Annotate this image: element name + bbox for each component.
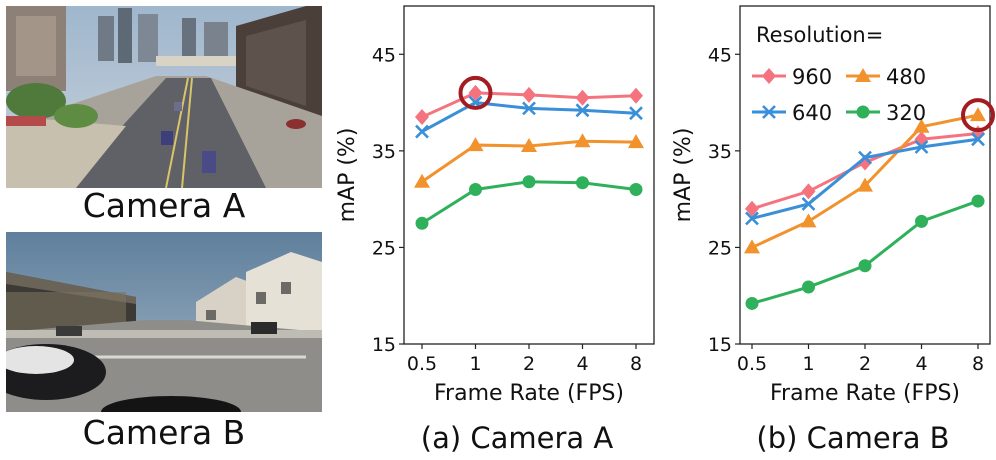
data-point-320 <box>858 259 872 273</box>
y-tick-label: 25 <box>708 237 732 259</box>
chart-caption: (b) Camera B <box>756 421 949 455</box>
chart-a-svg: 15 25 35 45 0.5 1 2 4 8 Frame Rate (FPS) mAP (%) (a… <box>335 5 655 455</box>
highlight-circle <box>458 75 493 110</box>
y-axis-label: mAP (%) <box>335 128 360 223</box>
data-point-640 <box>801 197 816 211</box>
data-point-480 <box>744 239 760 254</box>
legend-label-320: 320 <box>886 101 926 125</box>
y-tick-label: 45 <box>708 44 732 66</box>
data-point-320 <box>802 280 815 294</box>
data-point-320 <box>576 176 589 190</box>
data-point-960 <box>468 84 483 101</box>
highlight-circle <box>961 98 995 133</box>
y-tick-label: 45 <box>372 44 396 66</box>
chart-camera-a: 15 25 35 45 0.5 1 2 4 8 Frame Rate (FPS) mAP (%) (a… <box>330 0 660 456</box>
data-point-320 <box>971 194 985 208</box>
legend: Resolution= 960 480 640 320 <box>752 23 926 125</box>
x-tick-label: 4 <box>576 353 588 375</box>
data-point-480 <box>414 173 430 188</box>
data-point-960 <box>629 87 643 104</box>
legend-marker-960 <box>762 68 776 84</box>
data-point-640 <box>914 140 929 154</box>
legend-label-960: 960 <box>792 65 832 89</box>
legend-marker-480 <box>855 68 871 82</box>
series-960 <box>745 125 985 217</box>
data-point-480 <box>574 133 591 148</box>
plot-frame <box>739 5 991 345</box>
series-480 <box>744 107 986 254</box>
series-960 <box>415 84 643 126</box>
series-480 <box>414 133 644 188</box>
series-line-320 <box>751 199 979 305</box>
data-point-320 <box>745 296 759 310</box>
data-point-320 <box>522 175 536 189</box>
x-tick-label: 0.5 <box>407 353 437 375</box>
y-axis-label: mAP (%) <box>671 128 696 223</box>
camera-a-caption: Camera A <box>82 186 246 225</box>
x-axis-label: Frame Rate (FPS) <box>434 381 624 406</box>
data-point-640 <box>971 132 985 147</box>
data-point-960 <box>801 183 816 200</box>
data-point-480 <box>970 107 986 122</box>
series-320 <box>415 175 643 230</box>
y-tick-label: 35 <box>708 141 732 163</box>
chart-b-svg: 15 25 35 45 0.5 1 2 4 8 Frame Rate (FPS) mAP (%) (b… <box>671 5 995 455</box>
data-point-640 <box>858 150 872 165</box>
y-tick-label: 35 <box>372 141 396 163</box>
x-axis-label: Frame Rate (FPS) <box>770 381 960 406</box>
data-point-640 <box>629 106 643 121</box>
data-point-640 <box>415 124 429 139</box>
series-640 <box>415 95 643 139</box>
legend-marker-320 <box>856 105 870 119</box>
data-point-960 <box>575 89 590 106</box>
camera-a-photo <box>6 6 322 188</box>
x-tick-label: 0.5 <box>737 353 767 375</box>
data-point-640 <box>522 101 536 116</box>
legend-title: Resolution= <box>756 23 883 47</box>
data-point-320 <box>415 216 429 230</box>
data-point-640 <box>745 211 759 226</box>
y-tick-label: 25 <box>372 237 396 259</box>
x-tick-label: 4 <box>915 353 927 375</box>
data-point-480 <box>521 138 537 153</box>
x-tick-label: 1 <box>469 353 481 375</box>
y-tick-label: 15 <box>708 334 732 356</box>
data-point-960 <box>415 109 429 126</box>
data-point-960 <box>745 200 759 217</box>
y-tick-label: 15 <box>372 334 396 356</box>
series-320 <box>745 194 985 310</box>
data-point-320 <box>469 182 482 196</box>
x-tick-label: 8 <box>972 353 984 375</box>
series-640 <box>745 132 985 226</box>
data-point-960 <box>522 86 536 103</box>
plot-frame <box>403 5 655 345</box>
data-point-640 <box>575 103 590 118</box>
data-point-480 <box>467 137 484 152</box>
x-tick-label: 8 <box>630 353 642 375</box>
camera-b-caption: Camera B <box>82 413 246 452</box>
chart-caption: (a) Camera A <box>421 421 614 455</box>
data-point-320 <box>915 214 928 228</box>
data-point-320 <box>629 182 643 196</box>
legend-label-480: 480 <box>886 65 926 89</box>
data-point-480 <box>857 177 873 192</box>
x-tick-label: 1 <box>802 353 814 375</box>
legend-label-640: 640 <box>792 101 832 125</box>
x-tick-label: 2 <box>523 353 535 375</box>
legend-marker-640 <box>762 105 776 119</box>
chart-camera-b: 15 25 35 45 0.5 1 2 4 8 Frame Rate (FPS) mAP (%) (b… <box>660 0 996 456</box>
data-point-480 <box>628 134 644 149</box>
data-point-480 <box>800 213 817 228</box>
camera-b-photo <box>6 232 322 412</box>
x-tick-label: 2 <box>859 353 871 375</box>
data-point-480 <box>913 118 930 133</box>
